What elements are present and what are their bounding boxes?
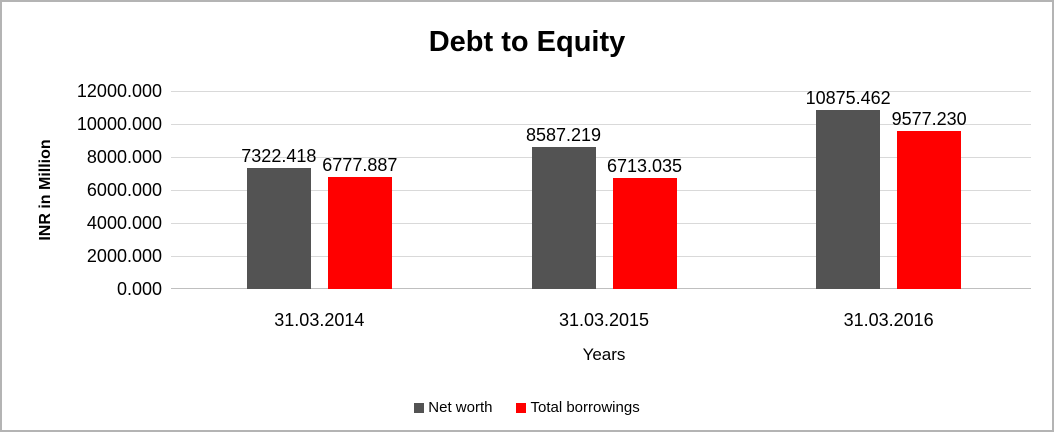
gridline <box>171 223 1031 224</box>
gridline <box>171 91 1031 92</box>
data-label: 6713.035 <box>606 156 683 177</box>
bar-net-worth <box>531 147 596 289</box>
bar-net-worth <box>816 109 881 289</box>
gridline <box>171 256 1031 257</box>
y-tick-label: 4000.000 <box>86 213 162 233</box>
y-tick-label: 0.000 <box>116 279 162 299</box>
bar-total-borrowings <box>897 130 962 289</box>
bar-net-worth <box>246 168 311 289</box>
bar-total-borrowings <box>612 178 677 289</box>
plot-area: 7322.418 6777.887 8587.219 6713.035 10875.46… <box>171 87 1031 289</box>
data-label: 9577.230 <box>891 108 967 129</box>
y-tick-label: 6000.000 <box>86 180 162 200</box>
y-tick-label: 2000.000 <box>86 246 162 266</box>
legend: Net worth Total borrowings <box>2 399 1052 416</box>
y-tick-label: 10000.000 <box>76 114 162 134</box>
bar-total-borrowings <box>327 177 392 289</box>
legend-label: Total borrowings <box>530 399 640 416</box>
data-label: 8587.219 <box>525 125 602 146</box>
y-tick-label: 8000.000 <box>86 147 162 167</box>
legend-swatch-icon <box>414 402 425 413</box>
x-tick-label: 31.03.2015 <box>558 310 650 330</box>
legend-item-net-worth: Net worth <box>414 399 492 416</box>
chart-title: Debt to Equity <box>428 26 626 58</box>
gridline <box>171 190 1031 191</box>
gridline <box>171 124 1031 125</box>
y-tick-label: 12000.000 <box>76 81 162 101</box>
x-tick-label: 31.03.2014 <box>274 310 365 330</box>
data-label: 10875.462 <box>805 87 891 108</box>
legend-swatch-icon <box>516 402 527 413</box>
x-tick-label: 31.03.2016 <box>843 310 934 330</box>
x-axis-line <box>171 288 1031 289</box>
data-label: 7322.418 <box>241 146 317 167</box>
x-axis-title: Years <box>582 345 626 364</box>
gridline <box>171 157 1031 158</box>
legend-item-total-borrowings: Total borrowings <box>516 399 640 416</box>
data-label: 6777.887 <box>322 155 398 176</box>
legend-label: Net worth <box>428 399 493 416</box>
